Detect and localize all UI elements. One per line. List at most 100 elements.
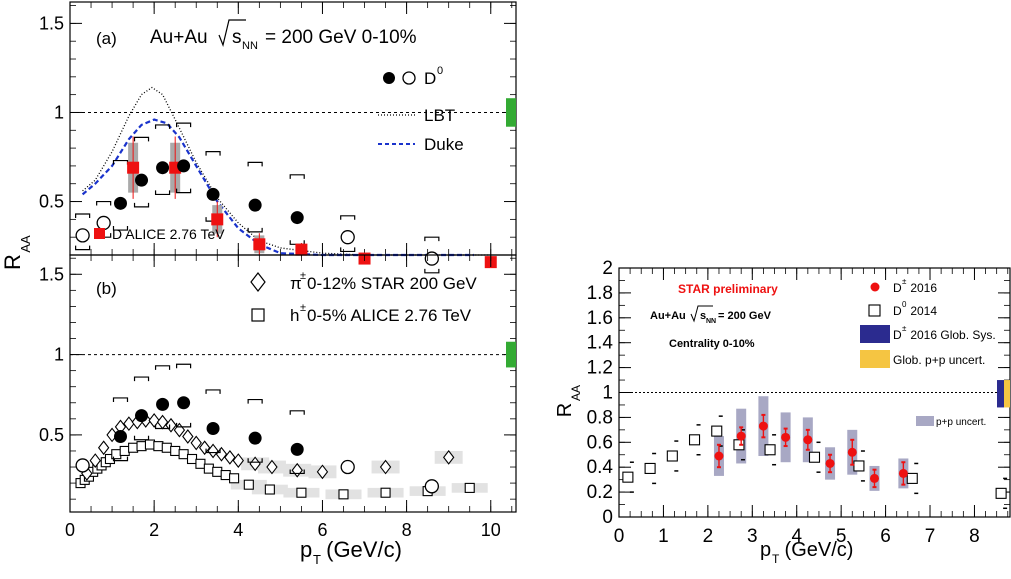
d0-filled-marker bbox=[135, 409, 149, 423]
hadron-marker bbox=[229, 473, 240, 484]
panel-b-frame bbox=[69, 254, 517, 513]
legend-d0-filled-marker bbox=[383, 72, 395, 84]
d0-sys-bracket-upper bbox=[205, 151, 221, 156]
right-y-axis-aa: AA bbox=[569, 385, 583, 401]
legend-dpm-label: 2016 bbox=[907, 281, 937, 295]
pion-marker bbox=[165, 417, 177, 433]
legend-dpm-sup: ± bbox=[902, 277, 907, 286]
dpm-2016-marker bbox=[898, 468, 908, 478]
dpm-2016-marker bbox=[758, 421, 768, 431]
left-x-axis-unit: (GeV/c) bbox=[320, 537, 402, 562]
hadron-marker bbox=[119, 445, 130, 457]
pion-marker bbox=[379, 459, 392, 475]
pion-marker bbox=[215, 446, 228, 462]
y-tick-label: 1 bbox=[54, 102, 64, 122]
d0-sys-bracket-lower bbox=[247, 458, 263, 463]
d0-filled-marker bbox=[113, 196, 127, 210]
hadron-marker bbox=[153, 441, 164, 452]
d0-sys-bracket-upper bbox=[133, 136, 150, 142]
panel-a-title-energy: = 200 GeV 0-10% bbox=[265, 27, 417, 48]
legend-global-sys-sup: ± bbox=[902, 324, 907, 333]
d0-open-marker bbox=[96, 215, 111, 231]
panel-right-x-ticks: 0 1 2 3 4 5 6 7 8 bbox=[614, 268, 1009, 547]
hadron-marker bbox=[144, 439, 155, 450]
hadron-marker bbox=[178, 449, 189, 460]
pion-marker bbox=[156, 414, 169, 430]
y-tick-label: 1 bbox=[602, 383, 613, 404]
d0-open-marker bbox=[75, 228, 90, 243]
d0-sys-bracket-lower bbox=[340, 247, 356, 253]
pion-marker bbox=[97, 440, 110, 456]
legend-hadron-label: 0-5% ALICE 2.76 TeV bbox=[307, 306, 472, 325]
d0-sys-bracket-lower bbox=[247, 227, 263, 233]
right-system-nn: NN bbox=[706, 318, 716, 325]
d0-2014-marker bbox=[711, 425, 723, 437]
d0-filled-marker bbox=[290, 211, 304, 225]
legend-dpm-symbol: D bbox=[893, 281, 902, 295]
panel-right: 0 0.2 0.4 0.6 0.8 1 1.2 1.4 1.6 1.8 2 0 1 2 3 4 5 6 7 8 ST… bbox=[554, 258, 1011, 566]
panel-right-markers bbox=[622, 413, 1008, 510]
hadron-marker bbox=[203, 463, 214, 474]
legend-d0-2014-label: 2014 bbox=[907, 304, 937, 318]
hadron-marker bbox=[338, 489, 349, 500]
panel-a-global-uncertainty-box bbox=[506, 98, 516, 127]
x-tick-label: 3 bbox=[747, 526, 758, 547]
hadron-marker bbox=[296, 487, 307, 498]
y-tick-label: 1.4 bbox=[587, 333, 614, 354]
d0-2014-marker bbox=[906, 472, 918, 484]
pion-marker bbox=[190, 435, 202, 451]
d0-filled-marker bbox=[135, 173, 149, 187]
d0-sys-bracket-upper bbox=[289, 410, 305, 415]
pion-marker bbox=[232, 453, 244, 469]
d0-sys-bracket-upper bbox=[247, 161, 263, 167]
d0-sys-bracket-upper bbox=[424, 236, 440, 242]
legend-global-sys-swatch bbox=[860, 325, 890, 343]
panel-b-global-uncertainty-box bbox=[506, 341, 516, 368]
alice-d-marker bbox=[253, 238, 266, 251]
right-x-axis-p: p bbox=[760, 539, 771, 561]
star-preliminary-label: STAR preliminary bbox=[678, 282, 778, 296]
right-system-s: s bbox=[700, 310, 706, 322]
x-tick-label: 8 bbox=[402, 520, 412, 540]
d0-filled-marker bbox=[177, 396, 191, 410]
d0-sys-bracket-lower bbox=[112, 226, 129, 231]
hadron-marker bbox=[464, 482, 475, 493]
d0-sys-bracket-upper bbox=[176, 122, 192, 128]
d0-2014-marker bbox=[764, 444, 776, 456]
d0-filled-marker bbox=[290, 442, 304, 456]
left-x-axis-p: p bbox=[300, 537, 312, 562]
legend-hadron-marker bbox=[251, 308, 265, 322]
panel-a-x-ticks bbox=[69, 2, 513, 255]
x-tick-label: 1 bbox=[658, 526, 669, 547]
d0-2014-marker bbox=[666, 450, 678, 462]
legend-alice-marker bbox=[94, 228, 105, 239]
sqrt-icon bbox=[690, 305, 713, 323]
panel-b: 0.5 1 1.5 0 2 4 6 8 10 (b) π ± 0-12% STAR 200 G… bbox=[39, 254, 517, 540]
right-y-axis-title: R AA bbox=[554, 385, 583, 417]
panel-b-x-ticks: 0 2 4 6 8 10 bbox=[65, 255, 513, 540]
x-tick-label: 4 bbox=[233, 520, 243, 540]
d0-sys-bracket-lower bbox=[133, 202, 150, 208]
d0-sys-bracket-upper bbox=[96, 200, 112, 206]
hadron-marker bbox=[170, 445, 181, 457]
d0-filled-marker bbox=[248, 431, 262, 445]
right-centrality-label: Centrality 0-10% bbox=[669, 338, 755, 350]
d0-sys-bracket-upper bbox=[112, 159, 129, 165]
legend-pp-uncert-label: p+p uncert. bbox=[936, 417, 986, 428]
legend-d0-sup: 0 bbox=[437, 65, 443, 77]
d0-sys-bracket-lower bbox=[289, 469, 305, 475]
y-tick-label: 2 bbox=[602, 258, 613, 279]
y-tick-label: 1.5 bbox=[39, 13, 64, 33]
d0-sys-bracket-upper bbox=[340, 215, 356, 220]
d0-sys-bracket-lower bbox=[154, 190, 171, 196]
legend-duke-label: Duke bbox=[424, 135, 464, 154]
pion-marker bbox=[182, 429, 194, 444]
panel-a-title: Au+Au s NN = 200 GeV 0-10% bbox=[150, 19, 417, 52]
x-tick-label: 8 bbox=[969, 526, 980, 547]
right-system-main: Au+Au bbox=[650, 310, 686, 322]
d0-filled-marker bbox=[156, 397, 170, 411]
d0-open-marker bbox=[424, 479, 439, 494]
panel-a-title-s: s bbox=[232, 27, 242, 48]
right-system-energy: = 200 GeV bbox=[718, 310, 772, 322]
